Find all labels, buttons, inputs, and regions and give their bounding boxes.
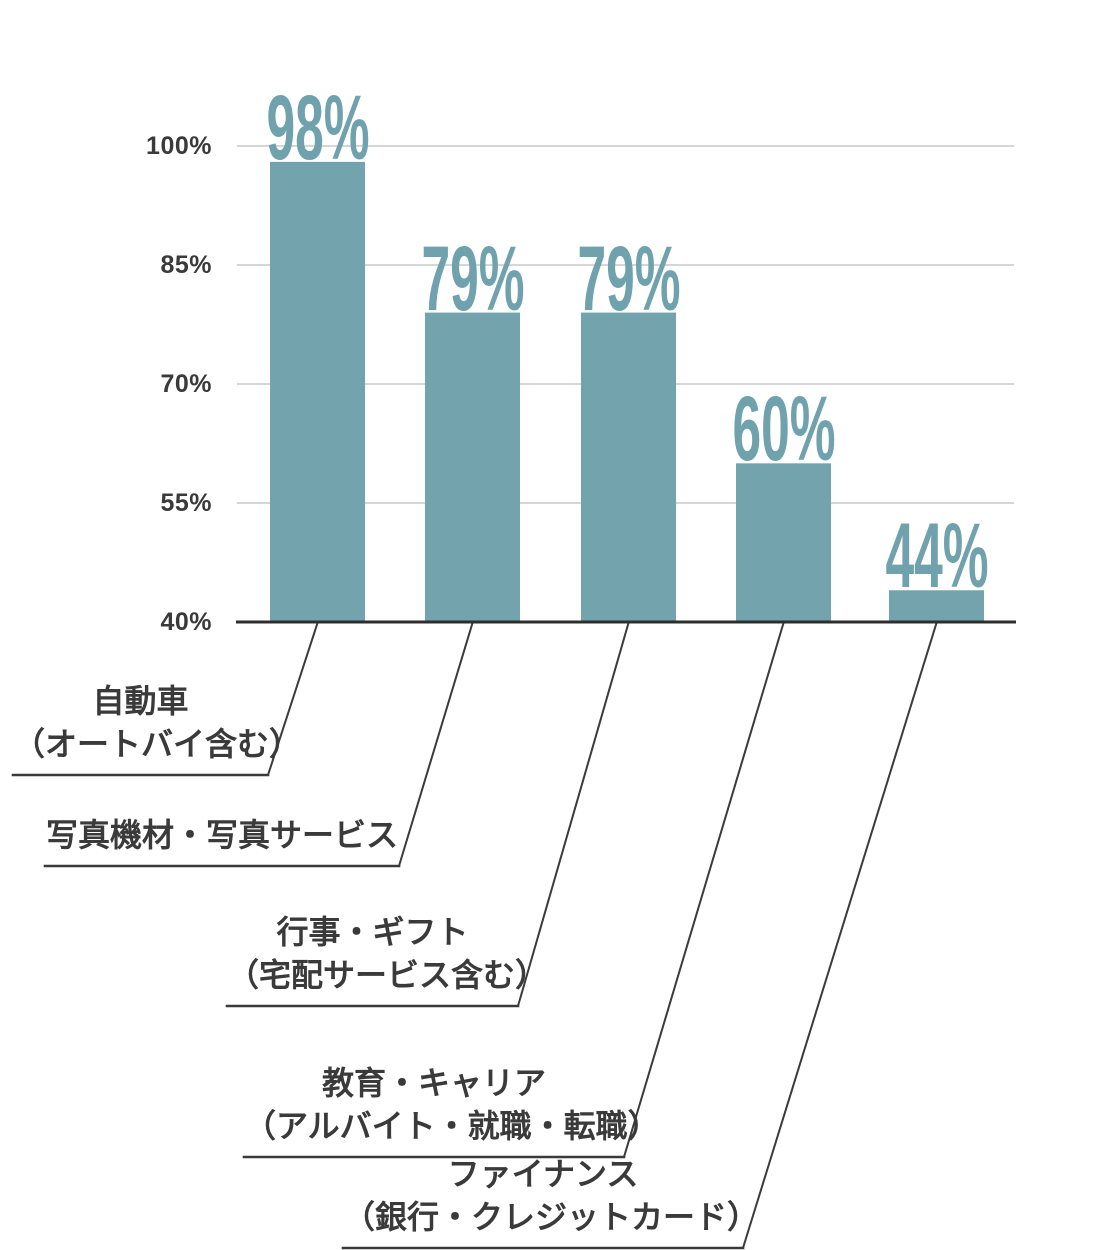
category-label-line: （銀行・クレジットカード）: [343, 1199, 760, 1235]
y-tick-label-55: 55%: [160, 489, 212, 517]
leader-line: [398, 622, 474, 867]
leader-line: [267, 622, 319, 776]
category-label-line: （アルバイト・就職・転職）: [244, 1108, 660, 1144]
y-tick-label-85: 85%: [160, 251, 212, 279]
bar: [581, 312, 676, 622]
leader-line: [742, 622, 938, 1249]
bar-value-label: 79%: [576, 227, 681, 330]
leader-line: [517, 622, 630, 1007]
bar-value-label: 98%: [265, 76, 370, 179]
category-label-line: （オートバイ含む）: [13, 726, 302, 762]
bar-value-label: 60%: [731, 378, 836, 481]
category-label: 教育・キャリア （アルバイト・就職・転職）: [244, 1062, 660, 1148]
category-label-line: ファイナンス: [447, 1156, 639, 1192]
category-label: 写真機材・写真サービス: [45, 814, 399, 857]
category-label-line: 写真機材・写真サービス: [45, 817, 398, 853]
category-label-line: 教育・キャリア: [321, 1065, 546, 1101]
category-label: ファイナンス （銀行・クレジットカード）: [343, 1153, 760, 1239]
bar-value-label: 79%: [420, 227, 525, 330]
category-label-line: （宅配サービス含む）: [227, 957, 548, 993]
category-label-line: 自動車: [92, 683, 189, 719]
category-label: 自動車 （オートバイ含む）: [13, 680, 302, 766]
category-label: 行事・ギフト （宅配サービス含む）: [227, 911, 548, 997]
bar: [736, 463, 831, 622]
bar: [270, 161, 365, 622]
leader-line: [623, 622, 785, 1158]
bar-value-label: 44%: [884, 505, 989, 608]
bar: [889, 590, 984, 622]
y-tick-label-40: 40%: [160, 608, 212, 636]
y-tick-label-70: 70%: [160, 370, 212, 398]
bar: [425, 312, 520, 622]
category-label-line: 行事・ギフト: [276, 914, 469, 950]
y-tick-label-100: 100%: [146, 132, 212, 160]
